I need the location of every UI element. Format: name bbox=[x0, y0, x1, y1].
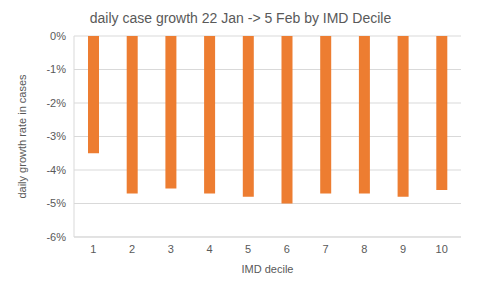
svg-text:IMD decile: IMD decile bbox=[242, 263, 294, 275]
svg-text:-6%: -6% bbox=[46, 231, 66, 243]
svg-text:-1%: -1% bbox=[46, 63, 66, 75]
svg-text:0%: 0% bbox=[50, 30, 66, 42]
svg-text:2: 2 bbox=[129, 243, 135, 255]
html-text:daily case growth 22 Jan -> 5: daily case growth 22 Jan -> 5 Feb by IMD… bbox=[89, 10, 392, 26]
svg-text:-4%: -4% bbox=[46, 164, 66, 176]
svg-text:4: 4 bbox=[206, 243, 212, 255]
svg-text:-2%: -2% bbox=[46, 97, 66, 109]
svg-text:3: 3 bbox=[168, 243, 174, 255]
svg-text:5: 5 bbox=[245, 243, 251, 255]
svg-text:daily growth rate in cases: daily growth rate in cases bbox=[16, 74, 28, 199]
svg-text:6: 6 bbox=[284, 243, 290, 255]
svg-text:8: 8 bbox=[361, 243, 367, 255]
svg-text:-3%: -3% bbox=[46, 130, 66, 142]
svg-text:9: 9 bbox=[400, 243, 406, 255]
svg-text:10: 10 bbox=[436, 243, 448, 255]
svg-text:1: 1 bbox=[90, 243, 96, 255]
svg-text:7: 7 bbox=[322, 243, 328, 255]
svg-text:-5%: -5% bbox=[46, 197, 66, 209]
